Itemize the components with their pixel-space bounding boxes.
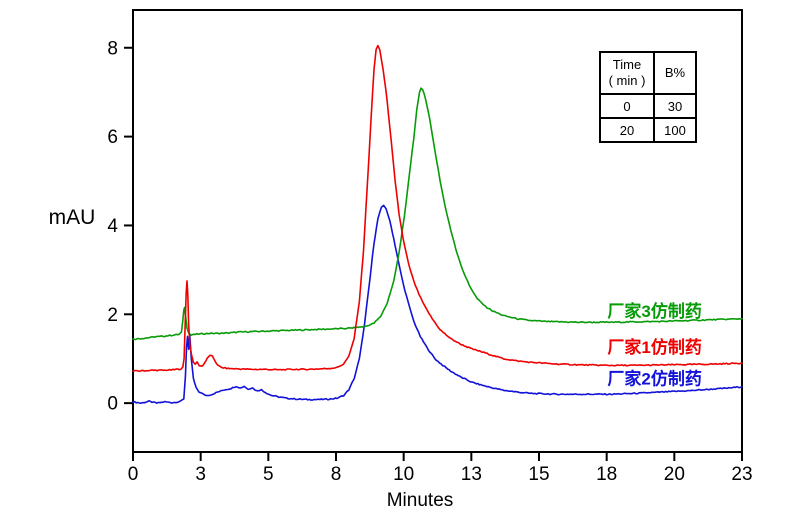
y-tick-label: 4 xyxy=(107,216,118,237)
y-axis-label: mAU xyxy=(49,206,96,229)
series-line-2 xyxy=(132,87,743,341)
x-axis-ticks: 0 3 5 8 10 13 15 18 20 23 xyxy=(128,452,753,485)
x-tick-label: 5 xyxy=(263,464,274,485)
table-header-time-unit: ( min ) xyxy=(608,73,646,88)
y-tick-label: 2 xyxy=(107,305,118,326)
x-tick-label: 8 xyxy=(331,464,342,485)
x-tick-label: 18 xyxy=(596,464,617,485)
table-cell-b-0: 30 xyxy=(653,93,697,119)
y-axis-ticks: 0 2 4 6 8 xyxy=(107,38,133,415)
series-lines xyxy=(132,44,743,404)
plot-frame xyxy=(132,9,743,453)
x-axis-label: Minutes xyxy=(387,490,454,511)
table-header-time: Time ( min ) xyxy=(599,51,655,95)
x-tick-label: 23 xyxy=(731,464,752,485)
table-header-b-label: B% xyxy=(664,65,686,81)
y-tick-label: 6 xyxy=(107,127,118,148)
series-line-1 xyxy=(132,204,743,404)
x-tick-label: 13 xyxy=(461,464,482,485)
x-tick-label: 20 xyxy=(664,464,685,485)
x-tick-label: 3 xyxy=(195,464,206,485)
y-tick-label: 0 xyxy=(107,394,118,415)
table-cell-b-1: 100 xyxy=(653,117,697,143)
table-row: 20 100 xyxy=(599,117,697,143)
series-line-3 xyxy=(132,44,743,372)
x-tick-label: 15 xyxy=(528,464,549,485)
series-label-1: 厂家3仿制药 xyxy=(607,301,701,321)
table-cell-time-0: 0 xyxy=(599,93,655,119)
series-label-3: 厂家2仿制药 xyxy=(607,368,701,388)
table-row: 0 30 xyxy=(599,93,697,119)
series-label-2: 厂家1仿制药 xyxy=(607,337,701,357)
table-header-b-percent: B% xyxy=(653,51,697,95)
x-tick-label: 10 xyxy=(393,464,414,485)
gradient-table-grid: Time ( min ) B% 0 30 20 100 xyxy=(599,51,697,143)
gradient-table: Time ( min ) B% 0 30 20 100 xyxy=(599,51,697,143)
y-tick-label: 8 xyxy=(107,38,118,59)
table-header-time-label: Time xyxy=(612,57,642,73)
x-tick-label: 0 xyxy=(128,464,139,485)
table-cell-time-1: 20 xyxy=(599,117,655,143)
